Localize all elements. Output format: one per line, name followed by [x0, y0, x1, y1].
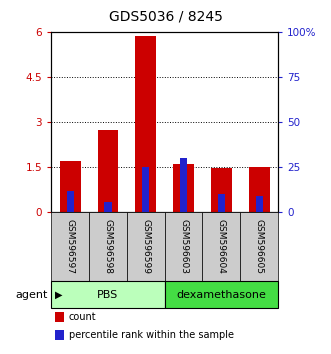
Text: GSM596605: GSM596605 — [255, 219, 264, 274]
Bar — [104, 201, 112, 212]
Bar — [60, 161, 80, 212]
Bar — [180, 158, 187, 212]
Text: GSM596598: GSM596598 — [104, 219, 113, 274]
Bar — [256, 196, 263, 212]
Bar — [211, 168, 232, 212]
Bar — [142, 167, 149, 212]
Text: GSM596603: GSM596603 — [179, 219, 188, 274]
Text: percentile rank within the sample: percentile rank within the sample — [69, 330, 234, 340]
Bar — [135, 36, 156, 212]
Text: GSM596597: GSM596597 — [66, 219, 75, 274]
Bar — [218, 194, 225, 212]
Text: GSM596604: GSM596604 — [217, 219, 226, 274]
Text: PBS: PBS — [97, 290, 118, 300]
Bar — [98, 130, 118, 212]
Bar — [173, 164, 194, 212]
Text: count: count — [69, 312, 96, 322]
Text: dexamethasone: dexamethasone — [176, 290, 266, 300]
Text: GDS5036 / 8245: GDS5036 / 8245 — [109, 9, 222, 23]
Text: ▶: ▶ — [55, 290, 62, 300]
Bar — [67, 191, 74, 212]
Bar — [249, 167, 269, 212]
Text: GSM596599: GSM596599 — [141, 219, 150, 274]
Text: agent: agent — [16, 290, 48, 300]
